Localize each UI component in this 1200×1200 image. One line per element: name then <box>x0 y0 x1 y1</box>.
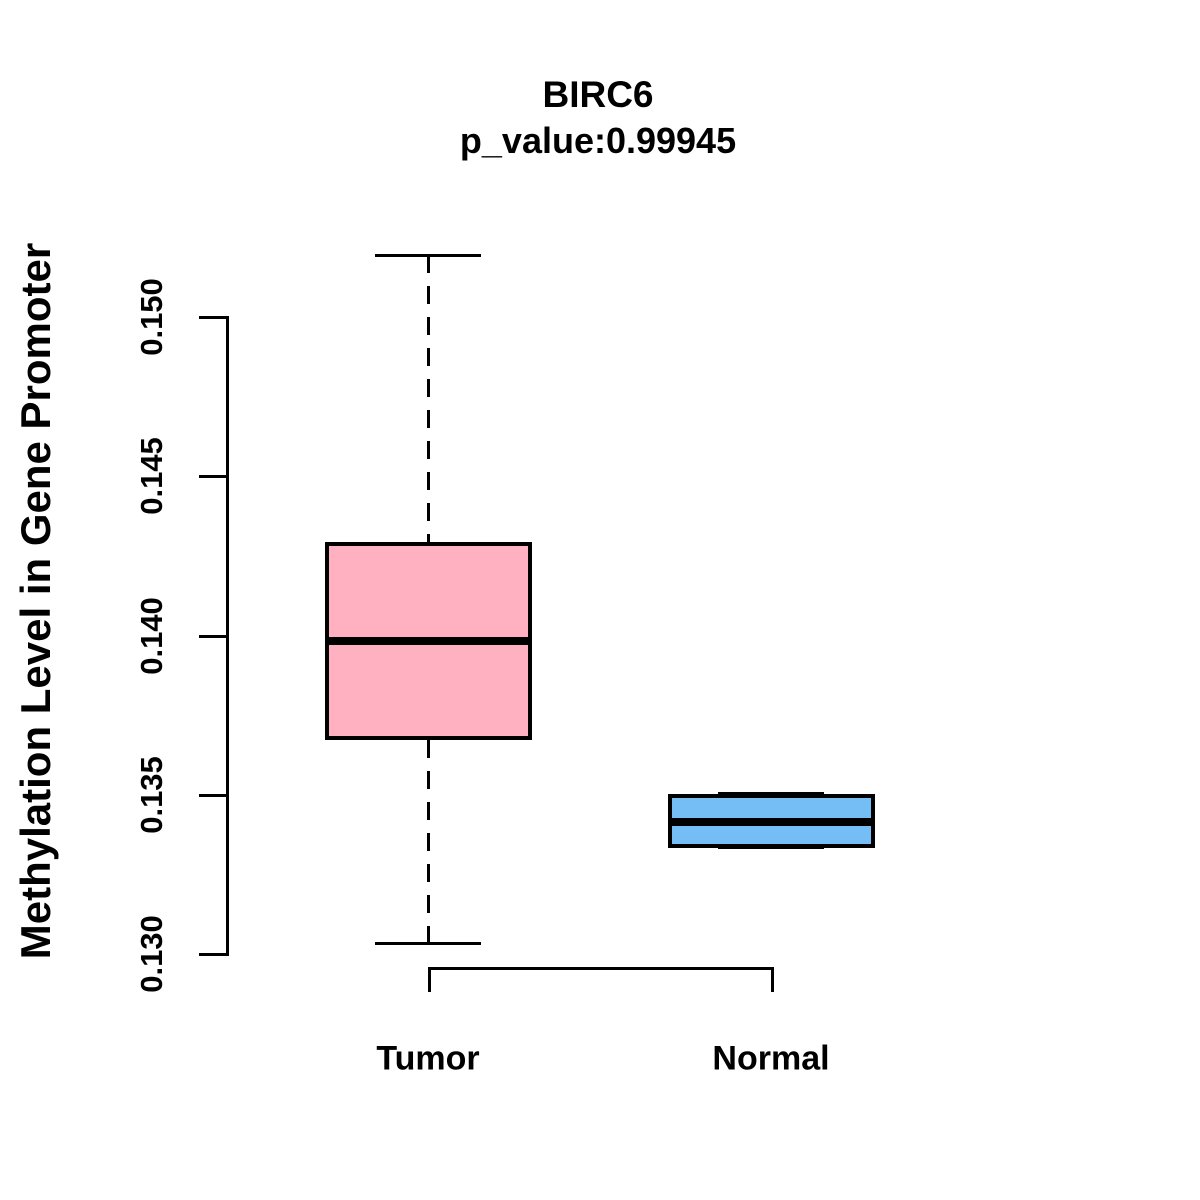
y-axis-tick-label: 0.140 <box>134 596 169 675</box>
y-axis-tick-label: 0.145 <box>134 437 169 516</box>
y-axis-tick <box>199 634 226 638</box>
x-axis-bracket-right-tick <box>771 967 774 992</box>
tumor-upper-whisker-cap <box>375 253 481 257</box>
y-axis-tick <box>199 793 226 797</box>
tumor-lower-whisker <box>427 739 430 944</box>
y-axis-tick-label: 0.150 <box>134 278 169 356</box>
chart-subtitle-pvalue: p_value:0.99945 <box>459 120 737 161</box>
y-axis-tick-label: 0.130 <box>134 915 169 993</box>
normal-lower-whisker-cap <box>718 846 824 850</box>
tumor-lower-whisker-cap <box>375 941 481 945</box>
normal-median-line <box>667 818 875 827</box>
chart-title: BIRC6 <box>542 74 654 115</box>
tumor-upper-whisker <box>427 255 430 543</box>
y-axis-tick <box>199 475 226 479</box>
y-axis-tick-label: 0.135 <box>134 755 169 834</box>
x-axis-label-normal: Normal <box>712 1039 830 1078</box>
y-axis-tick <box>199 953 226 956</box>
y-axis-line <box>226 316 229 956</box>
y-axis-tick <box>199 316 226 319</box>
x-axis-label-tumor: Tumor <box>376 1039 480 1078</box>
x-axis-bracket <box>428 967 774 970</box>
x-axis-bracket-left-tick <box>428 967 431 992</box>
tumor-median-line <box>324 636 532 645</box>
